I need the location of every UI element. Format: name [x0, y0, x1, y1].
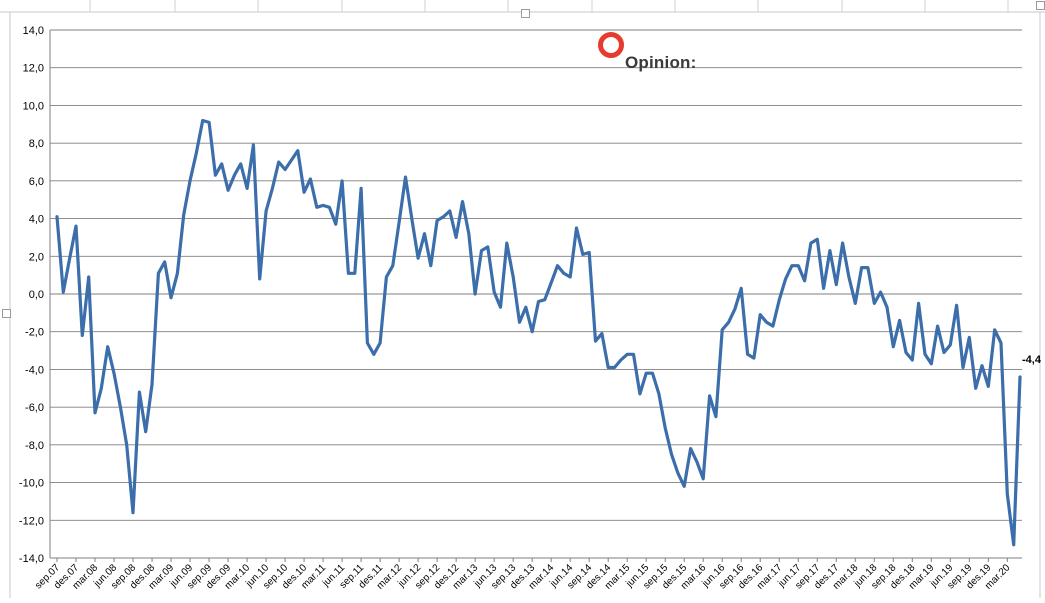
y-tick-label: -10,0 — [19, 478, 44, 490]
resize-handle-left[interactable] — [2, 309, 11, 318]
y-tick-label: 14,0 — [23, 25, 44, 37]
last-value-label: -4,4 — [1022, 354, 1042, 366]
opinion-logo-icon — [598, 32, 624, 58]
y-tick-label: -4,0 — [25, 364, 44, 376]
y-tick-label: 8,0 — [29, 138, 44, 150]
y-tick-label: 2,0 — [29, 251, 44, 263]
annotations: -4,4 — [1022, 354, 1042, 366]
y-tick-label: -6,0 — [25, 402, 44, 414]
y-tick-label: -14,0 — [19, 553, 44, 565]
y-tick-label: -2,0 — [25, 327, 44, 339]
series-layer — [55, 118, 1022, 547]
x-axis: sep.07des.07mar.08jun.08sep.08des.08mar.… — [33, 558, 1013, 592]
y-tick-label: -12,0 — [19, 515, 44, 527]
series-line — [55, 118, 1022, 547]
y-tick-label: 4,0 — [29, 214, 44, 226]
brand-name: Opinion: — [625, 53, 697, 72]
resize-handle-top-right[interactable] — [1036, 1, 1045, 10]
y-axis: 14,0 12,0 10,0 8,0 6,0 4,0 2,0 0,0 -2,0 -4,0 -6,0 -… — [19, 25, 51, 565]
y-tick-label: -8,0 — [25, 440, 44, 452]
y-tick-label: 0,0 — [29, 289, 44, 301]
resize-handle-top[interactable] — [521, 9, 530, 18]
y-tick-label: 12,0 — [23, 63, 44, 75]
gridlines — [50, 29, 1022, 559]
y-tick-label: 6,0 — [29, 176, 44, 188]
y-tick-label: 10,0 — [23, 100, 44, 112]
